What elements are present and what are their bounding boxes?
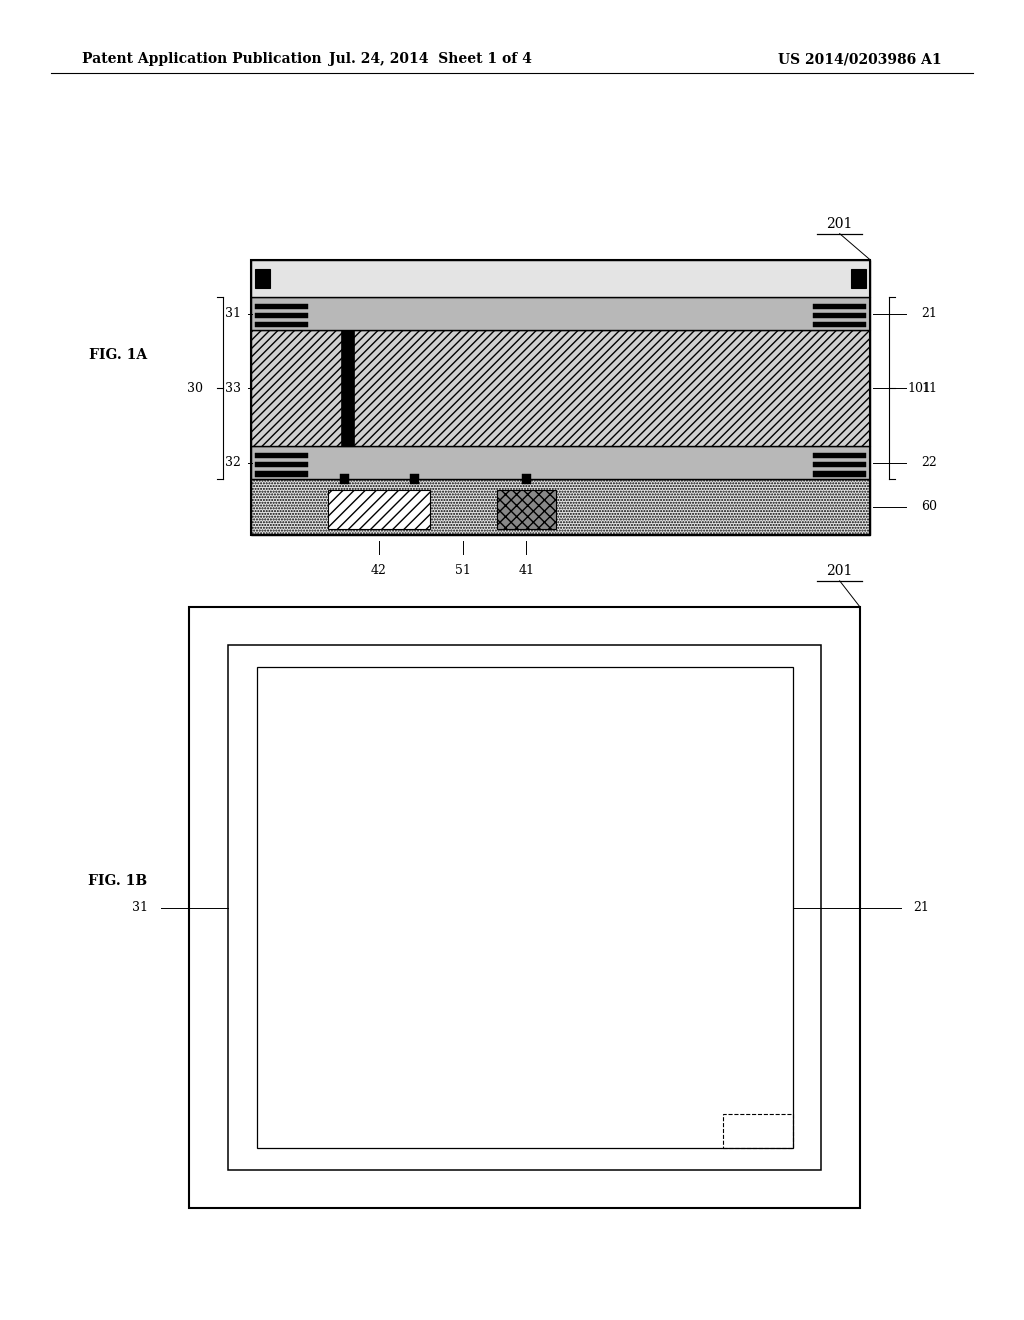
Bar	[851, 269, 866, 289]
Bar	[813, 304, 866, 309]
Bar	[255, 462, 308, 467]
Bar	[340, 474, 349, 484]
Text: 51: 51	[456, 564, 471, 577]
Text: FIG. 1A: FIG. 1A	[89, 348, 146, 362]
Bar	[251, 297, 870, 330]
Bar	[255, 471, 308, 477]
Bar	[189, 607, 860, 1208]
Bar	[813, 471, 866, 477]
Text: 201: 201	[826, 216, 853, 231]
Text: 11: 11	[922, 381, 938, 395]
Text: 41: 41	[518, 564, 535, 577]
Text: 22: 22	[922, 457, 937, 469]
Text: 33: 33	[224, 381, 241, 395]
Bar	[255, 269, 270, 289]
Text: 32: 32	[224, 457, 241, 469]
Bar	[497, 490, 556, 529]
Text: 101: 101	[907, 381, 932, 395]
Text: US 2014/0203986 A1: US 2014/0203986 A1	[778, 53, 942, 66]
Bar	[251, 330, 870, 446]
Bar	[251, 260, 870, 535]
Text: 31: 31	[224, 308, 241, 319]
Text: 30: 30	[186, 381, 203, 395]
Text: 31: 31	[132, 902, 148, 913]
Bar	[251, 479, 870, 535]
Text: 21: 21	[913, 902, 930, 913]
Text: 60: 60	[922, 500, 938, 513]
Bar	[410, 474, 419, 484]
Bar	[255, 304, 308, 309]
Bar	[257, 667, 793, 1148]
Bar	[228, 644, 821, 1171]
Bar	[255, 453, 308, 458]
Bar	[255, 322, 308, 327]
Bar	[341, 330, 354, 446]
Bar	[251, 446, 870, 479]
Bar	[813, 462, 866, 467]
Text: 21: 21	[922, 308, 938, 319]
Bar	[813, 322, 866, 327]
Bar	[813, 313, 866, 318]
Bar	[255, 313, 308, 318]
Bar	[813, 453, 866, 458]
Text: 42: 42	[371, 564, 387, 577]
Bar	[723, 1114, 793, 1148]
Bar	[522, 474, 531, 484]
Text: Jul. 24, 2014  Sheet 1 of 4: Jul. 24, 2014 Sheet 1 of 4	[329, 53, 531, 66]
Bar	[328, 490, 430, 529]
Text: Patent Application Publication: Patent Application Publication	[82, 53, 322, 66]
Text: 201: 201	[826, 564, 853, 578]
Bar	[251, 260, 870, 297]
Text: FIG. 1B: FIG. 1B	[88, 874, 147, 888]
